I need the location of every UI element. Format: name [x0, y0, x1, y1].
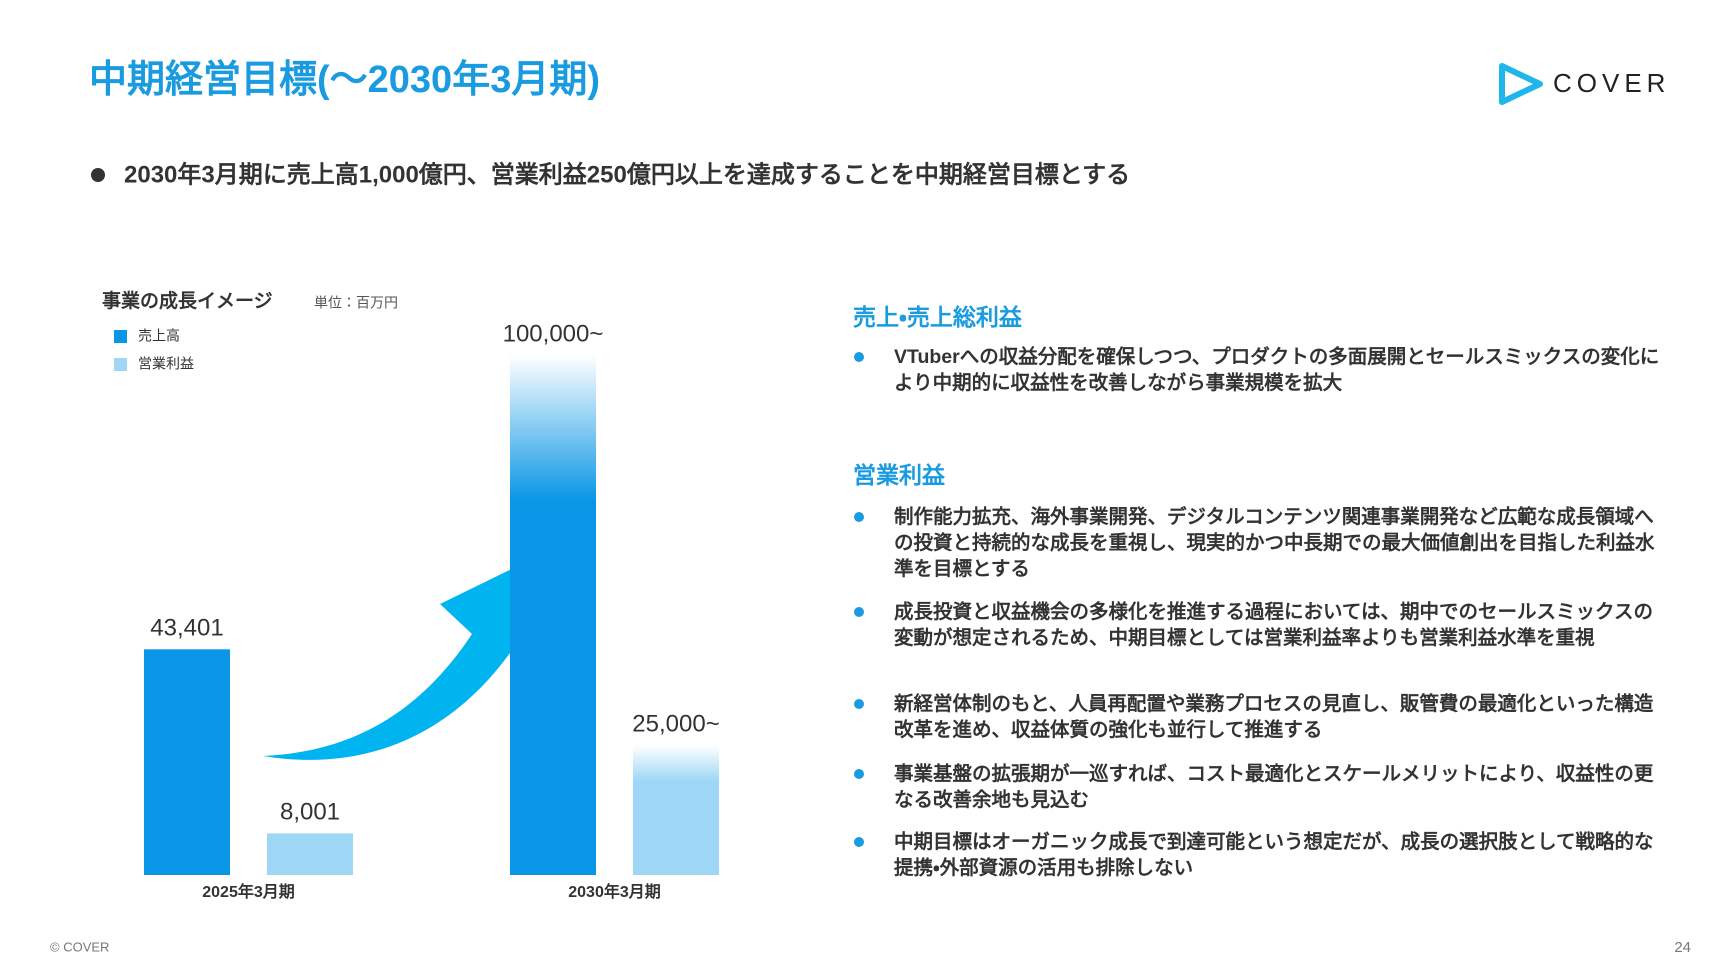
- lead-text: 2030年3月期に売上高1,000億円、営業利益250億円以上を達成することを中…: [124, 160, 1130, 188]
- x-tick-label: 2025年3月期: [202, 882, 295, 901]
- value-label: 100,000~: [503, 320, 604, 347]
- bullet-text: 成長投資と収益機会の多様化を推進する過程においては、期中でのセールスミックスの変…: [894, 601, 1653, 649]
- section-heading: 営業利益: [853, 462, 945, 488]
- lead-bullet: [91, 168, 105, 182]
- chart-subtitle: 単位：百万円: [314, 295, 398, 311]
- value-label: 43,401: [150, 615, 223, 642]
- bar: [633, 745, 719, 875]
- value-label: 25,000~: [632, 710, 719, 737]
- bullet-dot: [854, 837, 864, 847]
- logo-icon: [1499, 63, 1543, 105]
- bullet-text: 中期目標はオーガニック成長で到達可能という想定だが、成長の選択肢として戦略的な提…: [894, 831, 1654, 879]
- legend-swatch: [114, 330, 127, 343]
- bullet-text: VTuberへの収益分配を確保しつつ、プロダクトの多面展開とセールスミックスの変…: [894, 346, 1660, 394]
- copyright: © COVER: [50, 939, 109, 954]
- page-number: 24: [1674, 939, 1691, 956]
- bullet-text: 新経営体制のもと、人員再配置や業務プロセスの見直し、販管費の最適化といった構造改…: [894, 693, 1654, 741]
- bar: [510, 355, 596, 875]
- bar: [144, 649, 230, 875]
- legend-swatch: [114, 358, 127, 371]
- bullet-text: 制作能力拡充、海外事業開発、デジタルコンテンツ関連事業開発など広範な成長領域への…: [894, 506, 1655, 580]
- section-heading: 売上・売上総利益: [853, 304, 1022, 330]
- growth-arrow: [263, 541, 569, 760]
- legend-label: 売上高: [138, 328, 180, 344]
- bar: [267, 833, 353, 875]
- chart-title: 事業の成長イメージ: [102, 289, 273, 312]
- x-tick-label: 2030年3月期: [568, 882, 661, 901]
- bullet-text: 事業基盤の拡張期が一巡すれば、コスト最適化とスケールメリットにより、収益性の更な…: [894, 763, 1654, 811]
- bullet-dot: [854, 352, 864, 362]
- logo-text: COVER: [1553, 68, 1670, 98]
- bullet-dot: [854, 512, 864, 522]
- legend-label: 営業利益: [138, 356, 194, 372]
- bullet-dot: [854, 607, 864, 617]
- bullet-dot: [854, 769, 864, 779]
- value-label: 8,001: [280, 799, 340, 826]
- slide-title: 中期経営目標(〜2030年3月期): [89, 59, 600, 101]
- bullet-dot: [854, 699, 864, 709]
